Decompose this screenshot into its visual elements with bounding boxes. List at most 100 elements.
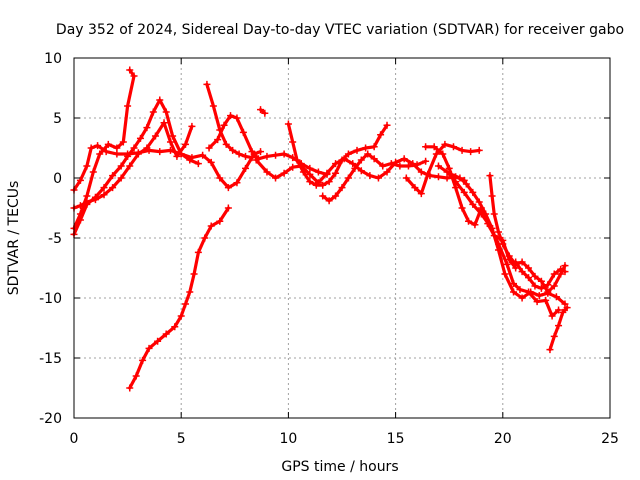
data-point-marker bbox=[263, 168, 271, 176]
series-trace bbox=[72, 98, 200, 236]
data-point-marker bbox=[510, 288, 518, 296]
data-point-marker bbox=[216, 174, 224, 182]
data-point-marker bbox=[462, 180, 470, 188]
data-point-marker bbox=[89, 168, 97, 176]
data-point-marker bbox=[413, 161, 421, 169]
data-point-marker bbox=[387, 160, 395, 168]
data-point-marker bbox=[130, 72, 138, 80]
data-point-marker bbox=[417, 168, 425, 176]
data-point-marker bbox=[117, 162, 125, 170]
data-point-marker bbox=[151, 132, 159, 140]
data-point-marker bbox=[432, 150, 440, 158]
data-point-marker bbox=[411, 184, 419, 192]
data-point-marker bbox=[233, 114, 241, 122]
data-point-marker bbox=[205, 144, 213, 152]
x-tick-label: 0 bbox=[70, 431, 79, 447]
data-point-marker bbox=[257, 106, 265, 114]
data-point-marker bbox=[83, 162, 91, 170]
data-point-marker bbox=[149, 108, 157, 116]
data-point-marker bbox=[555, 306, 563, 314]
data-point-marker bbox=[400, 155, 408, 163]
data-point-marker bbox=[456, 174, 464, 182]
data-point-marker bbox=[257, 148, 265, 156]
data-point-marker bbox=[417, 190, 425, 198]
data-point-marker bbox=[443, 168, 451, 176]
data-point-marker bbox=[272, 174, 280, 182]
data-point-marker bbox=[495, 246, 503, 254]
data-point-marker bbox=[471, 221, 479, 229]
data-point-marker bbox=[338, 156, 346, 164]
x-tick-label: 10 bbox=[279, 431, 297, 447]
data-point-marker bbox=[216, 217, 224, 225]
data-point-marker bbox=[527, 288, 535, 296]
data-point-marker bbox=[439, 150, 447, 158]
data-point-marker bbox=[124, 102, 132, 110]
data-point-marker bbox=[222, 140, 230, 148]
x-tick-label: 5 bbox=[177, 431, 186, 447]
data-point-marker bbox=[289, 138, 297, 146]
data-point-marker bbox=[548, 312, 556, 320]
data-point-marker bbox=[263, 152, 271, 160]
data-point-marker bbox=[87, 144, 95, 152]
data-point-marker bbox=[464, 217, 472, 225]
data-point-marker bbox=[94, 142, 102, 150]
data-point-marker bbox=[130, 144, 138, 152]
series-trace bbox=[207, 114, 329, 176]
data-point-marker bbox=[544, 281, 552, 289]
data-point-marker bbox=[239, 128, 247, 136]
data-point-marker bbox=[113, 150, 121, 158]
data-point-marker bbox=[533, 298, 541, 306]
data-point-marker bbox=[162, 108, 170, 116]
series-s15 bbox=[447, 170, 569, 308]
data-point-marker bbox=[486, 172, 494, 180]
data-point-marker bbox=[366, 172, 374, 180]
data-point-marker bbox=[119, 138, 127, 146]
data-point-marker bbox=[555, 322, 563, 330]
data-point-marker bbox=[143, 124, 151, 132]
data-point-marker bbox=[383, 121, 391, 129]
data-point-marker bbox=[332, 169, 340, 177]
data-point-marker bbox=[102, 148, 110, 156]
data-point-marker bbox=[458, 146, 466, 154]
data-point-marker bbox=[441, 140, 449, 148]
data-point-marker bbox=[323, 169, 331, 177]
y-tick-label: 10 bbox=[44, 51, 62, 67]
data-point-marker bbox=[447, 170, 455, 178]
data-point-marker bbox=[134, 149, 142, 157]
series-s18 bbox=[546, 304, 571, 354]
data-point-marker bbox=[194, 160, 202, 168]
data-point-marker bbox=[186, 288, 194, 296]
data-point-marker bbox=[552, 293, 560, 301]
data-series bbox=[70, 66, 571, 392]
series-s6 bbox=[203, 80, 256, 162]
data-point-marker bbox=[233, 179, 241, 187]
data-point-marker bbox=[284, 120, 292, 128]
data-point-marker bbox=[501, 270, 509, 278]
data-point-marker bbox=[306, 178, 314, 186]
data-point-marker bbox=[104, 140, 112, 148]
data-point-marker bbox=[422, 157, 430, 165]
data-point-marker bbox=[220, 121, 228, 129]
data-point-marker bbox=[306, 170, 314, 178]
data-point-marker bbox=[145, 344, 153, 352]
data-point-marker bbox=[214, 136, 222, 144]
data-point-marker bbox=[280, 150, 288, 158]
data-point-marker bbox=[488, 192, 496, 200]
series-trace bbox=[128, 206, 230, 390]
data-point-marker bbox=[561, 300, 569, 308]
data-point-marker bbox=[325, 178, 333, 186]
data-point-marker bbox=[242, 164, 250, 172]
y-tick-label: -5 bbox=[48, 231, 62, 247]
data-point-marker bbox=[314, 168, 322, 176]
data-point-marker bbox=[561, 262, 569, 270]
data-point-marker bbox=[201, 234, 209, 242]
data-point-marker bbox=[370, 143, 378, 151]
data-point-marker bbox=[181, 140, 189, 148]
chart-title: Day 352 of 2024, Sidereal Day-to-day VTE… bbox=[56, 22, 624, 38]
data-point-marker bbox=[404, 162, 412, 170]
data-point-marker bbox=[188, 154, 196, 162]
data-point-marker bbox=[109, 172, 117, 180]
data-point-marker bbox=[235, 150, 243, 158]
data-point-marker bbox=[126, 384, 134, 392]
data-point-marker bbox=[550, 332, 558, 340]
